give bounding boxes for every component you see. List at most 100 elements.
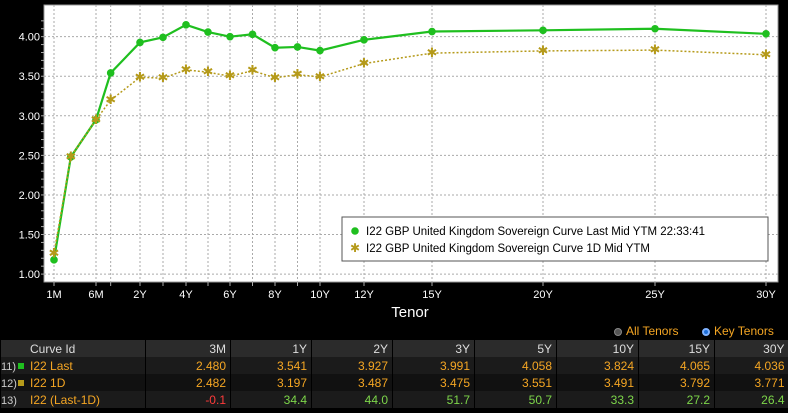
series-swatch-icon [18, 362, 24, 369]
column-header[interactable]: 15Y [638, 340, 715, 357]
tenor-mode-bar: All Tenors Key Tenors [0, 323, 788, 339]
y-tick-label: 2.50 [19, 150, 40, 162]
table-row[interactable]: 12) I22 1D 2.482 3.197 3.487 3.475 3.551 … [0, 374, 788, 391]
data-point [428, 27, 436, 36]
data-point [651, 24, 659, 33]
series-line-1d [53, 49, 767, 254]
key-tenors-radio[interactable]: Key Tenors [702, 324, 774, 338]
data-point: ✱ [225, 69, 236, 84]
x-axis-title: Tenor [391, 304, 429, 321]
curve-table-panel: All Tenors Key Tenors Curve Id 3M 1Y 2Y … [0, 323, 788, 413]
x-tick-label: 10Y [310, 289, 330, 301]
table-row[interactable]: 13) I22 (Last-1D) -0.1 34.4 44.0 51.7 50.… [0, 391, 788, 408]
curve-label: I22 1D [30, 375, 66, 390]
table-cell: 4.058 [474, 357, 557, 374]
all-tenors-label: All Tenors [626, 324, 679, 338]
table-cell: 26.4 [714, 391, 788, 408]
data-point [360, 36, 368, 44]
data-point: ✱ [91, 113, 102, 128]
curve-label: I22 (Last-1D) [30, 392, 101, 407]
x-tick-label: 6M [88, 289, 103, 301]
table-cell: 3.487 [311, 374, 393, 391]
data-point [762, 30, 770, 38]
data-point [204, 28, 212, 36]
x-tick-label: 15Y [422, 289, 442, 301]
data-point [271, 43, 279, 52]
x-tick-label: 12Y [354, 289, 374, 301]
y-tick-label: 1.50 [19, 230, 40, 242]
table-cell: 3.541 [230, 357, 312, 374]
data-point: ✱ [135, 70, 146, 85]
legend-marker-circle-icon [351, 227, 359, 235]
table-cell: 33.3 [556, 391, 639, 408]
curve-label: I22 Last [30, 358, 73, 373]
data-point: ✱ [292, 68, 303, 83]
table-cell: 3.792 [638, 374, 715, 391]
data-point: ✱ [650, 43, 661, 58]
x-tick-label: 20Y [533, 289, 553, 301]
table-cell: 27.2 [638, 391, 715, 408]
yield-curve-chart: 1.00 1.50 2.00 2.50 3.00 3.50 4.00 1M 6M 2Y 4Y 6Y 8Y… [18, 4, 779, 321]
table-row[interactable]: 11) I22 Last 2.480 3.541 3.927 3.991 4.05… [0, 357, 788, 374]
table-header-row: Curve Id 3M 1Y 2Y 3Y 5Y 10Y 15Y 30Y [0, 340, 788, 357]
curve-id-cell[interactable]: 13) I22 (Last-1D) [0, 391, 146, 408]
data-point [316, 46, 324, 55]
y-tick-label: 3.00 [19, 111, 40, 123]
column-header[interactable]: 5Y [474, 340, 557, 357]
legend-box [341, 216, 769, 262]
column-header[interactable]: 1Y [230, 340, 312, 357]
table-cell: 2.482 [145, 374, 231, 391]
radio-on-icon [702, 328, 710, 336]
column-header[interactable]: 3Y [392, 340, 475, 357]
curve-id-cell[interactable]: 12) I22 1D [0, 374, 146, 391]
series-line-last [52, 23, 767, 261]
legend-entry-label: I22 GBP United Kingdom Sovereign Curve L… [366, 226, 705, 238]
column-header[interactable]: 10Y [556, 340, 639, 357]
table-cell: 3.475 [392, 374, 475, 391]
data-point: ✱ [247, 64, 258, 79]
table-cell: 3.197 [230, 374, 312, 391]
table-cell: 3.927 [311, 357, 393, 374]
chart-canvas: 1.00 1.50 2.00 2.50 3.00 3.50 4.00 1M 6M 2Y 4Y 6Y 8Y… [19, 4, 779, 321]
table-cell: 3.771 [714, 374, 788, 391]
data-point [182, 20, 190, 29]
x-tick-label: 25Y [645, 289, 665, 301]
x-tick-label: 1M [46, 289, 61, 301]
all-tenors-radio[interactable]: All Tenors [614, 324, 678, 338]
data-point: ✱ [315, 70, 326, 85]
table-cell: 2.480 [145, 357, 231, 374]
table-cell: 44.0 [311, 391, 393, 408]
curve-table: Curve Id 3M 1Y 2Y 3Y 5Y 10Y 15Y 30Y 11) I… [0, 340, 788, 408]
data-point: ✱ [65, 150, 76, 165]
table-cell: 3.491 [556, 374, 639, 391]
data-point [248, 30, 257, 39]
table-cell: 3.824 [556, 357, 639, 374]
y-tick-label: 1.00 [19, 269, 40, 281]
table-cell: -0.1 [145, 391, 231, 408]
data-point [136, 38, 144, 47]
x-tick-label: 30Y [756, 289, 776, 301]
table-cell: 4.065 [638, 357, 715, 374]
data-point [226, 32, 234, 41]
data-point: ✱ [427, 46, 438, 61]
x-tick-label: 2Y [133, 289, 147, 301]
data-point: ✱ [49, 247, 60, 262]
x-tick-label: 4Y [179, 289, 193, 301]
series-swatch-icon [18, 379, 24, 386]
y-tick-label: 4.00 [19, 32, 40, 44]
row-number: 13) [1, 394, 17, 407]
column-header[interactable]: 2Y [311, 340, 393, 357]
x-tick-label: 6Y [223, 289, 237, 301]
column-header[interactable]: Curve Id [0, 340, 146, 357]
curve-id-cell[interactable]: 11) I22 Last [0, 357, 146, 374]
data-point [50, 256, 58, 264]
column-header[interactable]: 3M [145, 340, 231, 357]
data-point [539, 26, 547, 35]
legend-marker-star-icon: ✱ [350, 241, 360, 255]
key-tenors-label: Key Tenors [714, 324, 774, 338]
column-header[interactable]: 30Y [714, 340, 788, 357]
data-point: ✱ [761, 48, 772, 63]
row-number: 12) [1, 377, 17, 390]
table-cell: 50.7 [474, 391, 557, 408]
data-point [106, 69, 115, 77]
